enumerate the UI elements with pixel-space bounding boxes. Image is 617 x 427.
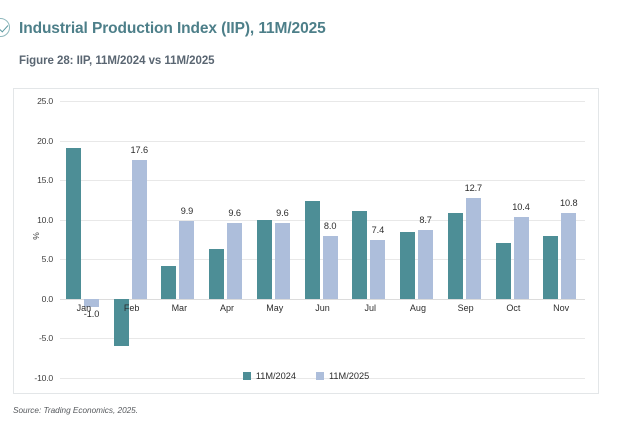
bar[interactable]	[227, 222, 243, 299]
y-axis-tick: 10.0	[37, 214, 53, 225]
bar-group: 10.8 Nov	[537, 101, 585, 378]
bar[interactable]	[447, 213, 463, 299]
x-axis-tick: Nov	[553, 302, 570, 313]
x-axis-tick: Feb	[123, 302, 140, 313]
bar[interactable]	[418, 230, 434, 299]
bar[interactable]	[495, 242, 511, 299]
gridline: -5.0	[39, 333, 585, 343]
legend-item[interactable]: 11M/2025	[316, 371, 369, 381]
bar-group: 17.6 Feb	[108, 101, 156, 378]
bar[interactable]	[543, 235, 559, 299]
bar-group: 9.6 Apr	[203, 101, 251, 378]
bar[interactable]	[113, 298, 129, 346]
gridline: 20.0	[37, 136, 585, 146]
x-axis-tick: Jul	[364, 302, 376, 313]
bar[interactable]	[66, 148, 81, 299]
x-axis-tick: Oct	[506, 302, 521, 313]
bar[interactable]	[561, 213, 577, 299]
bar[interactable]	[370, 240, 386, 299]
bar-data-label: 10.8	[560, 198, 578, 209]
chart-legend: 11M/2024 11M/2025	[14, 371, 598, 381]
bar-data-label: 9.6	[228, 207, 241, 218]
bar-data-label: -1.0	[83, 308, 100, 319]
legend-swatch	[316, 372, 324, 380]
bar-group: 12.7 Sep	[442, 101, 490, 378]
y-axis-tick: 15.0	[37, 175, 53, 186]
legend-label: 11M/2025	[329, 371, 370, 381]
bar-group: 10.4 Oct	[490, 101, 538, 378]
y-axis-tick: -5.0	[38, 333, 53, 344]
bar-data-label: 9.6	[276, 207, 289, 218]
bar-group: 9.6 May	[251, 101, 299, 378]
legend-swatch	[242, 372, 251, 380]
bar[interactable]	[274, 222, 290, 299]
legend-label: 11M/2024	[255, 371, 296, 381]
source-note: Source: Trading Economics, 2025.	[13, 406, 138, 415]
y-axis-tick: 20.0	[37, 135, 53, 146]
bar-group: -1.0 Jan	[60, 101, 108, 378]
y-axis-tick: 25.0	[37, 96, 53, 106]
bar[interactable]	[465, 198, 481, 299]
bar[interactable]	[131, 159, 147, 299]
x-axis-tick: Aug	[409, 302, 426, 313]
bar-data-label: 7.4	[371, 225, 385, 236]
x-axis-tick: Jun	[315, 302, 330, 313]
bar[interactable]	[352, 211, 368, 299]
gridline: 10.0	[37, 215, 585, 225]
gridline: 0.0	[42, 294, 585, 304]
bar[interactable]	[84, 298, 99, 307]
bar-data-label: 8.0	[323, 220, 337, 231]
bar[interactable]	[304, 200, 320, 299]
y-axis-tick: -10.0	[34, 373, 53, 383]
bar[interactable]	[179, 220, 195, 299]
x-axis-tick: Mar	[171, 302, 188, 313]
bar[interactable]	[400, 232, 416, 299]
x-axis-tick: Sep	[457, 302, 474, 313]
bar[interactable]	[209, 248, 225, 299]
gridline: 15.0	[37, 175, 585, 185]
y-axis-label: %	[30, 232, 41, 240]
bar[interactable]	[322, 235, 338, 299]
x-axis-tick: May	[266, 302, 284, 313]
gridline: 5.0	[42, 254, 585, 264]
chart-container: % 25.0 20.0 15.0 10.0 5.0 0.0 -5.0 -10.0 -1.0 Jan…	[13, 88, 599, 394]
bar-data-label: 17.6	[130, 144, 148, 155]
bar[interactable]	[513, 216, 529, 299]
x-axis-tick: Apr	[220, 302, 235, 313]
bar[interactable]	[256, 219, 272, 299]
figure-caption: Figure 28: IIP, 11M/2024 vs 11M/2025	[19, 55, 215, 67]
y-axis-tick: 0.0	[41, 293, 54, 304]
page-header: Industrial Production Index (IIP), 11M/2…	[0, 14, 617, 44]
x-axis-tick: Jan	[76, 302, 92, 313]
bar-data-label: 9.9	[180, 205, 194, 216]
bar-data-label: 8.7	[419, 215, 432, 225]
legend-item[interactable]: 11M/2024	[242, 371, 296, 381]
y-axis-tick: 5.0	[41, 254, 54, 265]
bar-data-label: 12.7	[464, 183, 483, 194]
bar-group: 8.0 Jun	[299, 101, 347, 378]
plot-area: 25.0 20.0 15.0 10.0 5.0 0.0 -5.0 -10.0 -1.0 Jan 17…	[34, 96, 585, 383]
check-circle-icon	[0, 18, 10, 37]
bar-group: 7.4 Jul	[346, 101, 394, 378]
page-title: Industrial Production Index (IIP), 11M/2…	[19, 20, 326, 37]
gridline: 25.0	[37, 96, 585, 106]
bar-group: 8.7 Aug	[394, 101, 442, 378]
bar-group: 9.9 Mar	[155, 101, 203, 378]
bar[interactable]	[161, 266, 177, 299]
bar-data-label: 10.4	[512, 201, 530, 212]
